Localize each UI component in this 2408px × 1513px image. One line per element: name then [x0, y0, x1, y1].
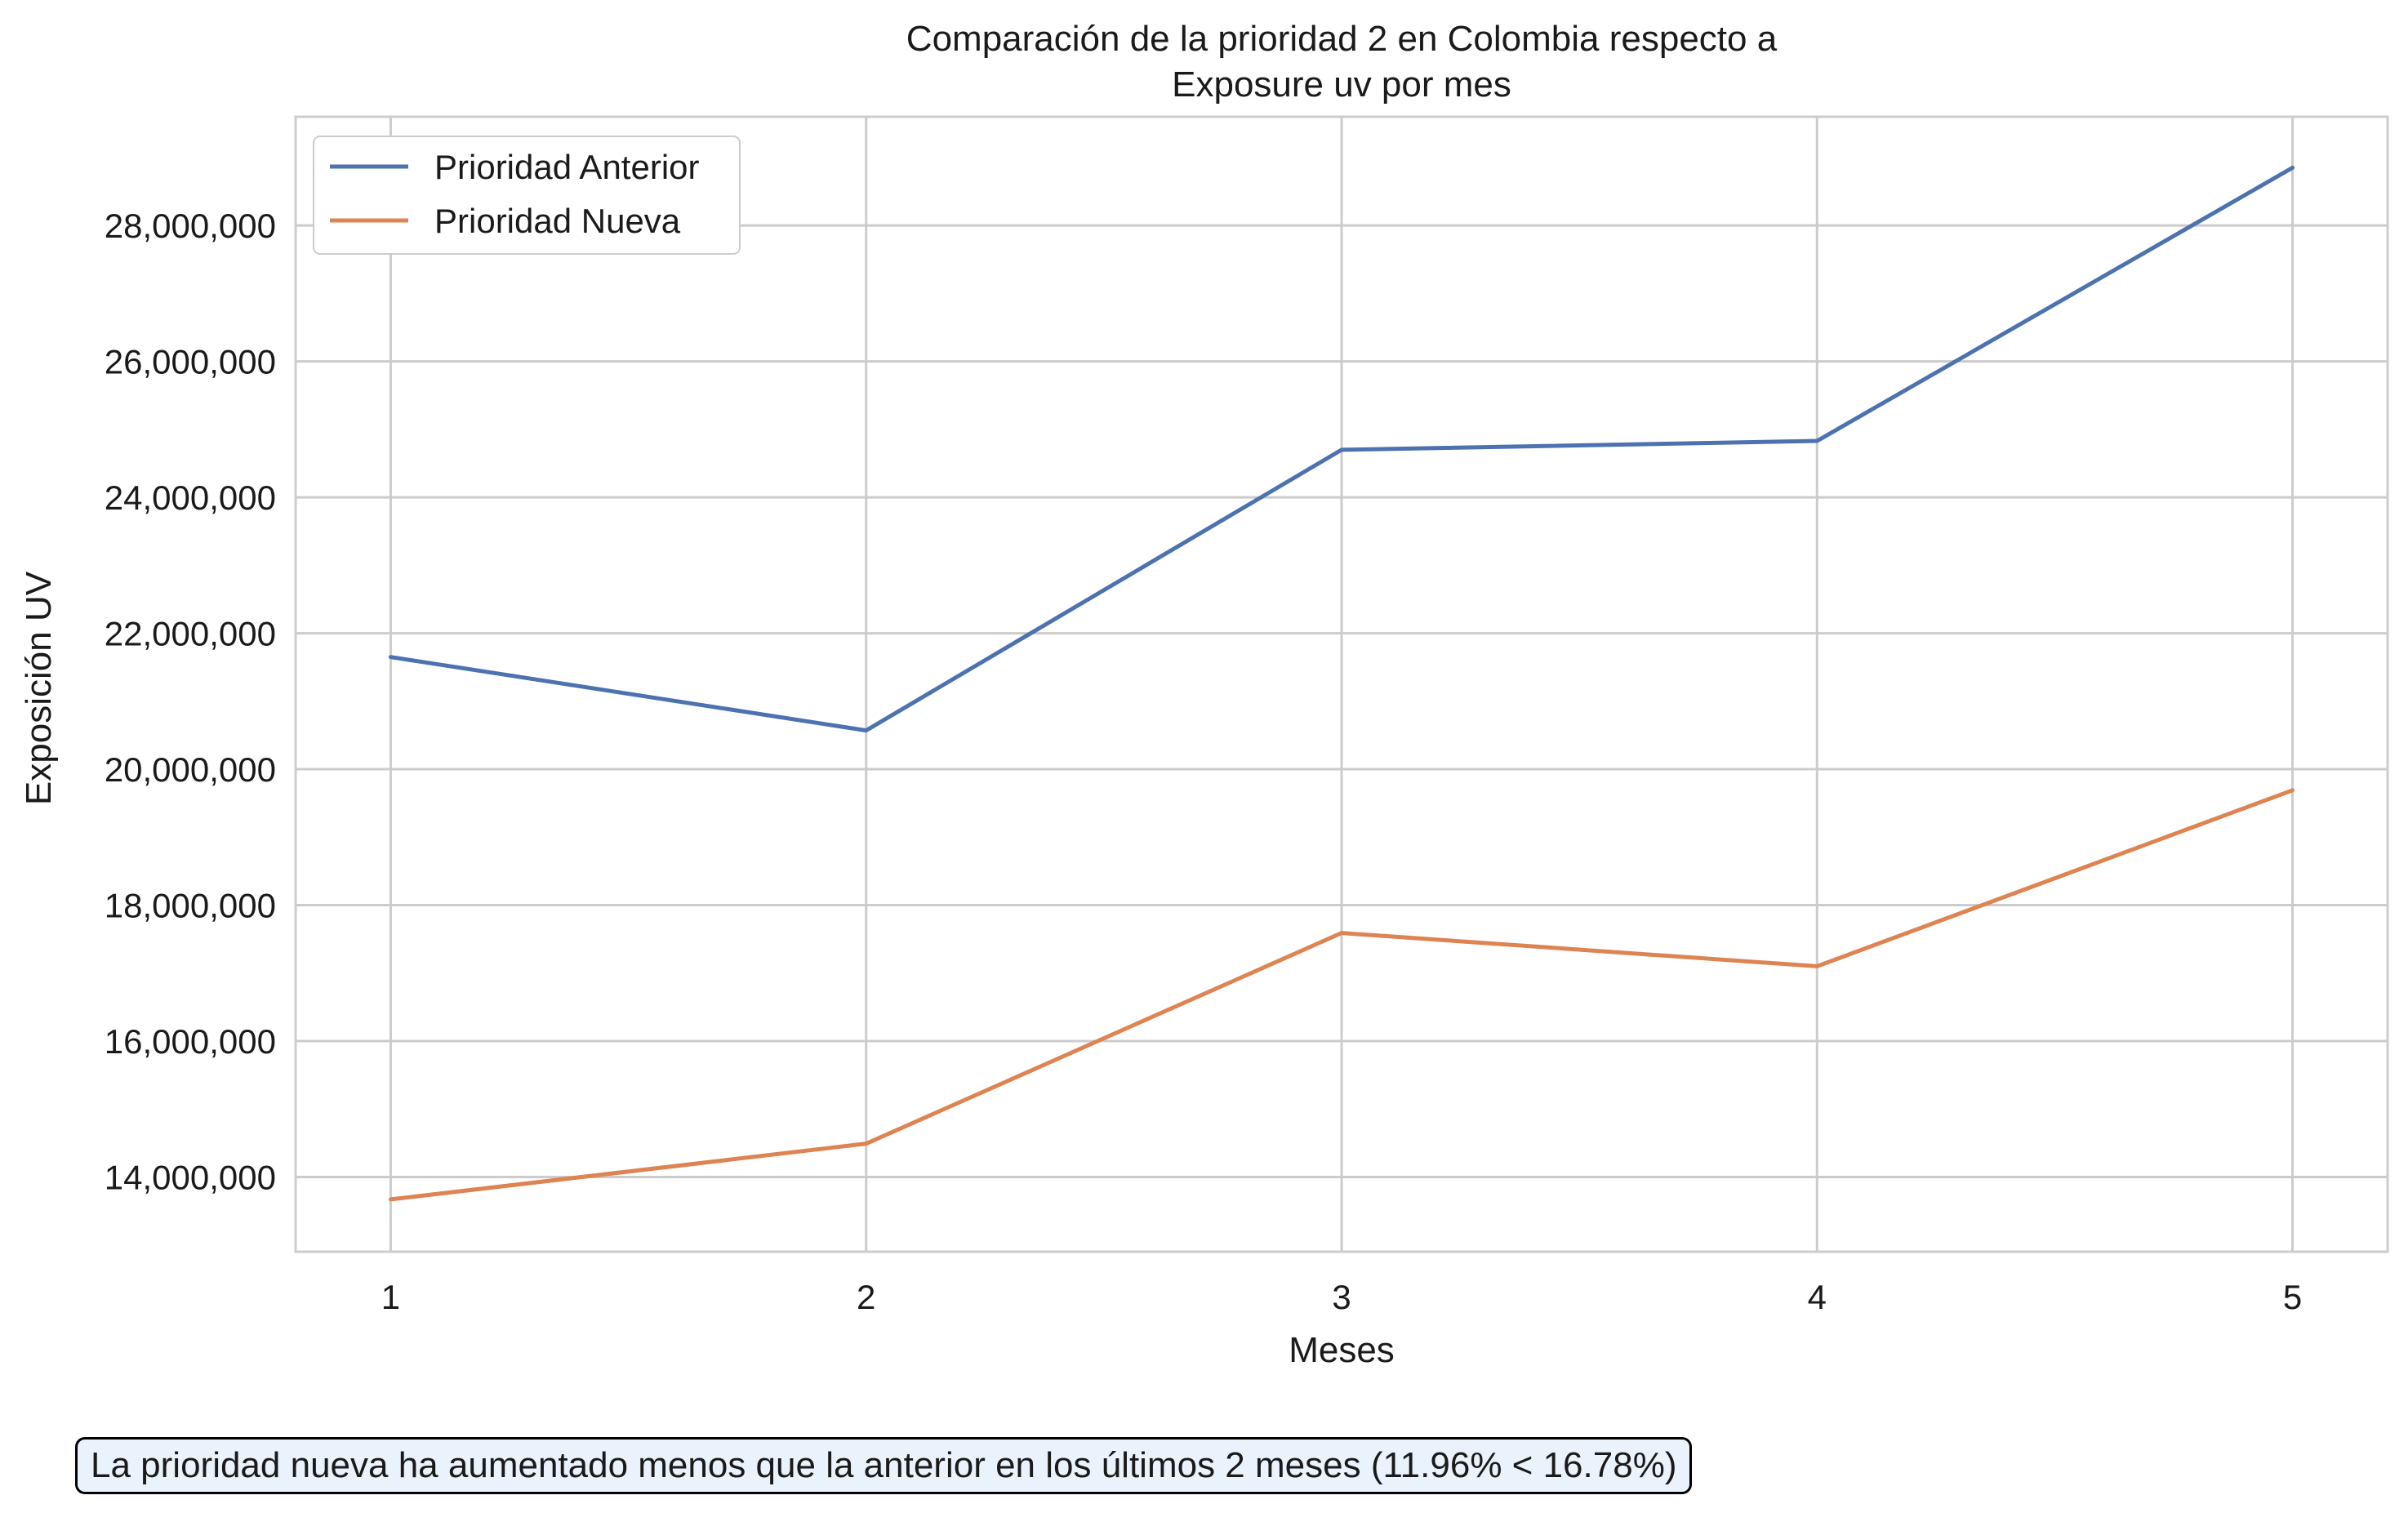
- data-point: [1815, 964, 1819, 968]
- x-tick-label: 1: [381, 1278, 400, 1316]
- chart-title-line-2: Exposure uv por mes: [1172, 65, 1511, 105]
- x-tick-label: 4: [1808, 1278, 1827, 1316]
- chart-title-line-1: Comparación de la prioridad 2 en Colombi…: [906, 19, 1778, 59]
- data-point: [2290, 788, 2294, 792]
- y-tick-label: 24,000,000: [105, 478, 276, 517]
- data-point: [389, 655, 393, 659]
- y-tick-label: 20,000,000: [105, 750, 276, 789]
- y-tick-label: 16,000,000: [105, 1022, 276, 1061]
- footnote-box: La prioridad nueva ha aumentado menos qu…: [75, 1437, 1693, 1494]
- x-axis-label: Meses: [1289, 1330, 1395, 1370]
- y-tick-label: 14,000,000: [105, 1158, 276, 1196]
- footnote-text: La prioridad nueva ha aumentado menos qu…: [91, 1445, 1677, 1485]
- y-tick-label: 26,000,000: [105, 343, 276, 381]
- legend-box: [313, 136, 741, 255]
- y-tick-label: 22,000,000: [105, 615, 276, 653]
- x-tick-label: 5: [2283, 1278, 2302, 1316]
- data-point: [389, 1197, 393, 1201]
- y-tick-label: 28,000,000: [105, 207, 276, 245]
- legend-label-prioridad-anterior: Prioridad Anterior: [434, 148, 700, 186]
- data-point: [1340, 931, 1343, 935]
- data-point: [2290, 166, 2294, 170]
- data-point: [864, 1141, 868, 1146]
- x-tick-label: 2: [857, 1278, 875, 1316]
- y-axis-ticks: 14,000,000 16,000,000 18,000,000 20,000,000…: [105, 207, 276, 1196]
- data-point: [1340, 447, 1343, 452]
- grid: [296, 117, 2388, 1252]
- legend-label-prioridad-nueva: Prioridad Nueva: [434, 202, 681, 240]
- plot-frame: [294, 115, 2389, 1253]
- data-point: [864, 728, 868, 732]
- legend: Prioridad Anterior Prioridad Nueva: [313, 136, 741, 255]
- y-axis-label: Exposición UV: [19, 571, 59, 805]
- x-axis-ticks: 1 2 3 4 5: [381, 1278, 2302, 1316]
- x-tick-label: 3: [1332, 1278, 1351, 1316]
- series-lines: [388, 165, 2295, 1202]
- data-point: [1815, 439, 1819, 443]
- y-tick-label: 18,000,000: [105, 887, 276, 925]
